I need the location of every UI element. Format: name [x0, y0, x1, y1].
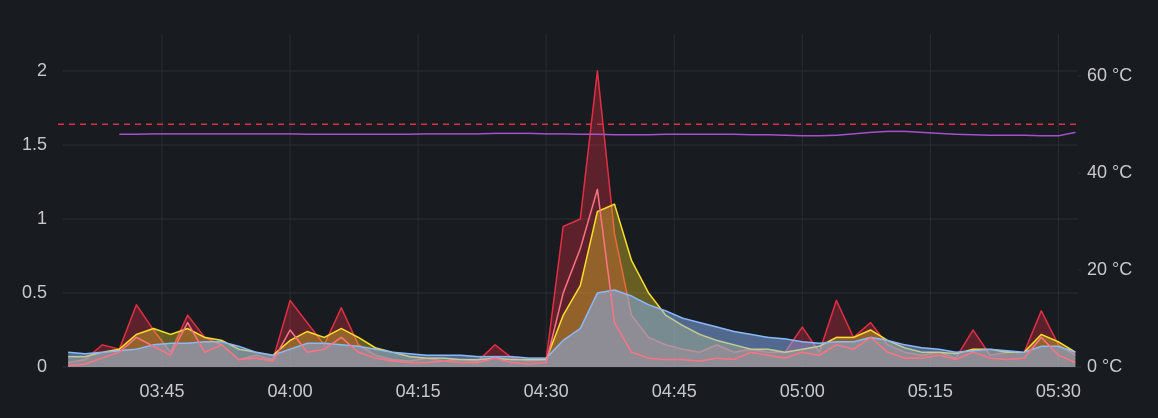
y-tick-label: 1 — [37, 208, 47, 228]
series-line — [119, 130, 1076, 137]
y2-tick-label: 0 °C — [1087, 356, 1122, 376]
x-tick-label: 04:45 — [652, 381, 697, 401]
x-tick-label: 03:45 — [140, 381, 185, 401]
y2-tick-label: 20 °C — [1087, 259, 1132, 279]
x-tick-label: 05:00 — [780, 381, 825, 401]
y2-tick-label: 40 °C — [1087, 162, 1132, 182]
x-tick-label: 05:30 — [1036, 381, 1081, 401]
x-tick-label: 04:15 — [396, 381, 441, 401]
y-tick-label: 2 — [37, 60, 47, 80]
area-fill — [68, 71, 1076, 367]
series-line — [68, 188, 1076, 367]
area-fill — [68, 290, 1076, 367]
series-line — [68, 289, 1076, 359]
y-tick-label: 0 — [37, 356, 47, 376]
y-tick-label: 1.5 — [22, 134, 47, 154]
y-tick-label: 0.5 — [22, 282, 47, 302]
y2-tick-label: 60 °C — [1087, 65, 1132, 85]
x-tick-label: 04:00 — [268, 381, 313, 401]
x-tick-label: 05:15 — [908, 381, 953, 401]
x-tick-label: 04:30 — [524, 381, 569, 401]
